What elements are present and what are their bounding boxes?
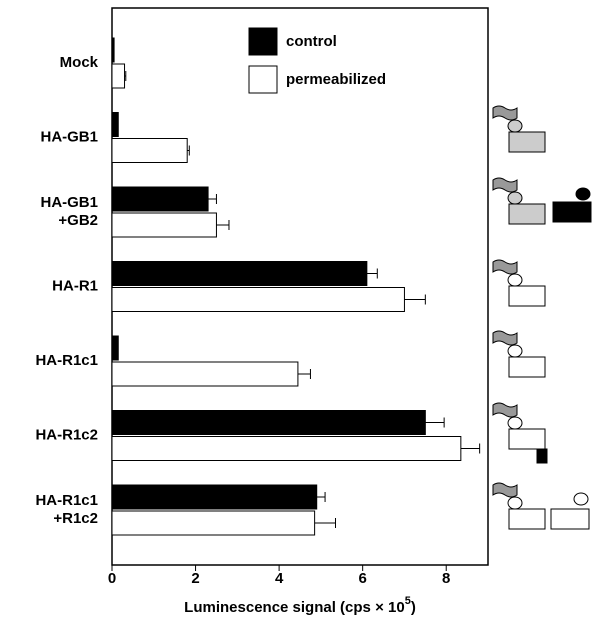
error-bar	[314, 518, 337, 528]
icon-tail	[536, 448, 548, 464]
icon-body	[508, 508, 546, 530]
bar	[111, 261, 368, 286]
icon-flag	[492, 259, 518, 275]
legend-label: permeabilized	[286, 71, 386, 88]
bar	[111, 510, 316, 536]
bar	[111, 112, 119, 137]
icon-circle-2	[573, 492, 589, 506]
label-line: +GB2	[58, 212, 98, 229]
legend-swatch	[248, 65, 278, 94]
icon-body	[508, 428, 546, 450]
icon-body	[508, 356, 546, 378]
error-bar	[297, 369, 311, 379]
bar	[111, 484, 318, 510]
icon-body	[508, 131, 546, 153]
error-bar	[404, 294, 426, 305]
icon-circle	[507, 191, 523, 205]
bar	[111, 138, 188, 163]
icon-partner-head	[575, 187, 591, 201]
icon-flag	[492, 177, 518, 193]
y-tick-label: HA-R1c1	[35, 352, 98, 369]
bar	[111, 410, 426, 435]
x-label-main: Luminescence signal (cps × 10	[184, 599, 405, 616]
bar	[111, 63, 126, 89]
error-bar	[425, 417, 445, 428]
icon-flag	[492, 105, 518, 121]
x-tick-label: 8	[442, 570, 450, 587]
icon-circle	[507, 496, 523, 510]
icon-flag	[492, 482, 518, 498]
error-bar	[460, 443, 481, 454]
bar	[111, 212, 217, 238]
bar	[111, 436, 462, 461]
x-tick-label: 6	[358, 570, 366, 587]
bar	[111, 186, 209, 212]
y-tick-label: Mock	[60, 54, 99, 71]
y-tick-label: HA-GB1 +GB2	[40, 194, 98, 229]
icon-circle	[507, 344, 523, 358]
error-bar	[216, 220, 230, 230]
icon-circle	[507, 416, 523, 430]
label-line: HA-GB1	[40, 194, 98, 211]
y-tick-label: HA-R1c2	[35, 426, 98, 443]
y-tick-label: HA-R1	[52, 277, 98, 294]
icon-body	[508, 203, 546, 225]
icon-flag	[492, 402, 518, 418]
icon-circle	[507, 273, 523, 287]
bar	[111, 361, 299, 387]
legend-swatch	[248, 27, 278, 56]
icon-partner	[552, 201, 592, 223]
error-bar	[124, 71, 127, 81]
x-tick-label: 0	[108, 570, 116, 587]
label-line: HA-R1c1	[35, 492, 98, 509]
label-line: +R1c2	[53, 510, 98, 527]
bar	[111, 37, 115, 63]
x-axis-label: Luminescence signal (cps × 105)	[184, 595, 416, 616]
error-bar	[316, 492, 326, 502]
y-tick-label: HA-GB1	[40, 128, 98, 145]
schematics	[492, 105, 592, 530]
legend-label: control	[286, 33, 337, 50]
x-label-sup: 5	[405, 595, 411, 607]
icon-body	[508, 285, 546, 307]
icon-circle	[507, 119, 523, 133]
error-bar	[208, 194, 217, 204]
error-bar	[366, 268, 378, 279]
icon-flag	[492, 330, 518, 346]
bar	[111, 287, 405, 312]
x-tick-label: 2	[191, 570, 199, 587]
x-label-end: )	[411, 599, 416, 616]
x-tick-label: 4	[275, 570, 284, 587]
bar	[111, 335, 119, 361]
y-tick-label: HA-R1c1 +R1c2	[35, 492, 98, 527]
plot-frame	[111, 7, 489, 566]
icon-body-2	[550, 508, 590, 530]
error-bar	[187, 145, 190, 156]
